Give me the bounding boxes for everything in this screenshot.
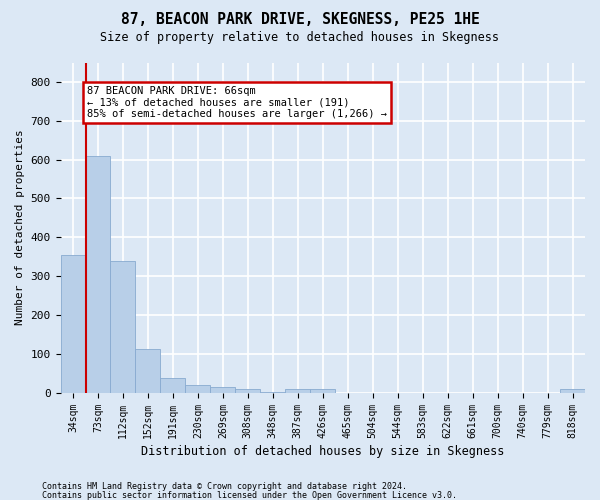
X-axis label: Distribution of detached houses by size in Skegness: Distribution of detached houses by size … [141,444,505,458]
Bar [310,390,335,392]
Bar [560,389,585,392]
Bar [61,254,86,392]
Text: Contains public sector information licensed under the Open Government Licence v3: Contains public sector information licen… [42,490,457,500]
Bar [110,262,136,392]
Text: 87, BEACON PARK DRIVE, SKEGNESS, PE25 1HE: 87, BEACON PARK DRIVE, SKEGNESS, PE25 1H… [121,12,479,28]
Bar [286,390,310,392]
Bar [185,385,211,392]
Bar [86,156,110,392]
Bar [235,389,260,392]
Bar [160,378,185,392]
Text: 87 BEACON PARK DRIVE: 66sqm
← 13% of detached houses are smaller (191)
85% of se: 87 BEACON PARK DRIVE: 66sqm ← 13% of det… [87,86,387,119]
Y-axis label: Number of detached properties: Number of detached properties [15,130,25,326]
Bar [211,387,235,392]
Text: Size of property relative to detached houses in Skegness: Size of property relative to detached ho… [101,31,499,44]
Text: Contains HM Land Registry data © Crown copyright and database right 2024.: Contains HM Land Registry data © Crown c… [42,482,407,491]
Bar [136,348,160,393]
